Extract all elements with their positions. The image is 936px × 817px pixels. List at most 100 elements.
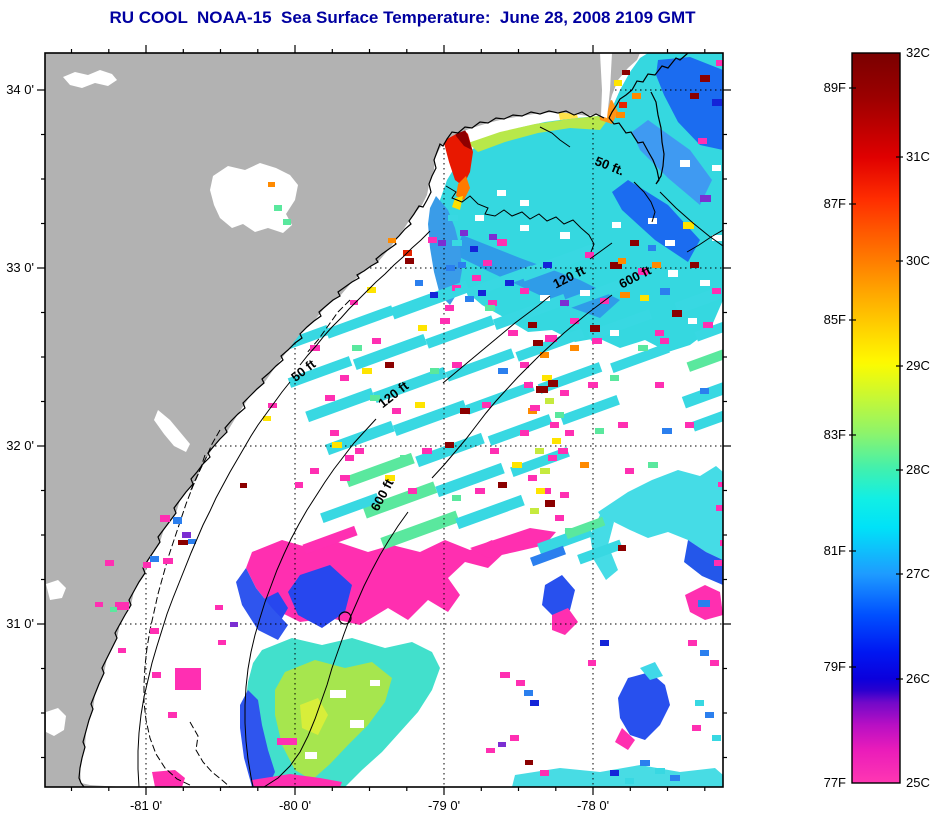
land-layer bbox=[45, 53, 640, 787]
sst-pixel bbox=[588, 382, 598, 388]
sst-pixel bbox=[150, 628, 159, 634]
sst-pixel bbox=[310, 345, 320, 351]
cloud-patch bbox=[210, 163, 298, 233]
sst-streak bbox=[564, 516, 606, 540]
sst-pixel bbox=[540, 352, 549, 358]
sst-streak bbox=[515, 328, 585, 362]
sst-blob bbox=[152, 770, 185, 787]
sst-pixel bbox=[542, 488, 551, 494]
sst-pixel bbox=[688, 640, 697, 646]
colorbar-fahrenheit-label: 77F bbox=[824, 775, 846, 790]
sst-pixel bbox=[700, 388, 709, 394]
depth-contour bbox=[431, 294, 613, 479]
sst-pixel bbox=[590, 325, 600, 332]
sst-pixel bbox=[714, 560, 722, 566]
colorbar-celsius-label: 32C bbox=[906, 45, 930, 60]
sst-pixel bbox=[712, 235, 722, 241]
sst-pixel bbox=[150, 556, 159, 562]
sst-pixel bbox=[618, 258, 626, 264]
sst-blob bbox=[640, 662, 663, 680]
sst-pixel bbox=[625, 468, 634, 474]
sst-pixel bbox=[372, 338, 381, 344]
sst-blob bbox=[456, 176, 470, 200]
sst-pixel bbox=[370, 680, 380, 686]
sst-pixel bbox=[616, 112, 625, 118]
sst-pixel bbox=[110, 607, 117, 612]
sst-pixel bbox=[618, 422, 628, 428]
sst-blob bbox=[684, 540, 723, 585]
sst-pixel bbox=[175, 668, 201, 690]
sst-pixel bbox=[528, 322, 537, 328]
sst-pixel bbox=[340, 375, 349, 381]
y-axis-tick-label: 34 0' bbox=[6, 82, 34, 97]
x-axis-tick-label: -79 0' bbox=[428, 798, 460, 813]
sst-pixel bbox=[428, 237, 437, 243]
sst-pixel bbox=[350, 720, 364, 728]
sst-streak bbox=[445, 348, 515, 382]
sst-pixel bbox=[570, 345, 579, 351]
sst-pixel bbox=[638, 345, 648, 351]
sst-pixel bbox=[458, 262, 466, 268]
sst-pixel bbox=[700, 280, 710, 286]
sst-pixel bbox=[163, 558, 173, 564]
sst-pixel bbox=[452, 362, 462, 368]
sst-pixel bbox=[500, 672, 510, 678]
sst-pixel bbox=[352, 345, 362, 351]
sst-streak bbox=[587, 309, 653, 341]
sst-pixel bbox=[392, 408, 401, 414]
sst-pixel bbox=[497, 239, 507, 246]
sst-pixel bbox=[716, 60, 723, 66]
plot-title: RU COOL NOAA-15 Sea Surface Temperature:… bbox=[109, 8, 696, 27]
sst-pixel bbox=[560, 390, 569, 396]
sst-pixel bbox=[660, 288, 670, 295]
sst-pixel bbox=[536, 386, 548, 393]
sst-pixel bbox=[516, 680, 525, 686]
sst-pixel bbox=[555, 515, 564, 521]
sst-pixel bbox=[620, 292, 630, 298]
sst-pixel bbox=[497, 190, 506, 196]
sst-pixel bbox=[524, 690, 533, 696]
sst-pixel bbox=[712, 165, 721, 171]
sst-blob bbox=[542, 575, 575, 618]
sst-pixel bbox=[668, 270, 678, 277]
depth-contour bbox=[633, 181, 656, 223]
sst-pixel bbox=[580, 462, 589, 468]
sst-pixel bbox=[438, 240, 446, 246]
sst-pixel bbox=[595, 428, 604, 434]
sst-pixel bbox=[510, 735, 519, 741]
sst-pixel bbox=[540, 295, 550, 301]
sst-streak bbox=[320, 493, 380, 523]
depth-contour bbox=[299, 230, 431, 366]
sst-pixel bbox=[648, 245, 656, 251]
sst-pixel bbox=[415, 402, 425, 408]
colorbar-fahrenheit-label: 83F bbox=[824, 427, 846, 442]
sst-pixel bbox=[655, 330, 664, 336]
sst-pixel bbox=[277, 738, 297, 745]
sst-streak bbox=[560, 395, 620, 425]
sst-pixel bbox=[215, 605, 223, 610]
sst-pixel bbox=[545, 398, 554, 404]
sst-blob bbox=[252, 774, 342, 787]
sst-pixel bbox=[512, 462, 522, 468]
sst-pixel bbox=[485, 305, 495, 311]
sst-pixel bbox=[465, 296, 474, 302]
sst-streak bbox=[435, 462, 505, 498]
sst-streak bbox=[390, 280, 470, 320]
sst-pixel bbox=[655, 382, 664, 388]
sst-pixel bbox=[683, 222, 694, 229]
sst-pixel bbox=[698, 600, 710, 607]
sst-pixel bbox=[370, 395, 380, 401]
sst-pixel bbox=[305, 752, 317, 759]
sst-streak bbox=[694, 318, 723, 342]
sst-pixel bbox=[530, 700, 539, 706]
sst-pixel bbox=[524, 382, 533, 388]
sst-pixel bbox=[580, 290, 590, 296]
sst-pixel bbox=[690, 262, 699, 268]
sst-pixel bbox=[548, 380, 558, 387]
sst-pixel bbox=[498, 368, 508, 374]
sst-pixel bbox=[345, 455, 354, 461]
sst-pixel bbox=[218, 640, 226, 645]
sst-pixel bbox=[652, 262, 661, 268]
cloud-layer bbox=[46, 53, 612, 736]
